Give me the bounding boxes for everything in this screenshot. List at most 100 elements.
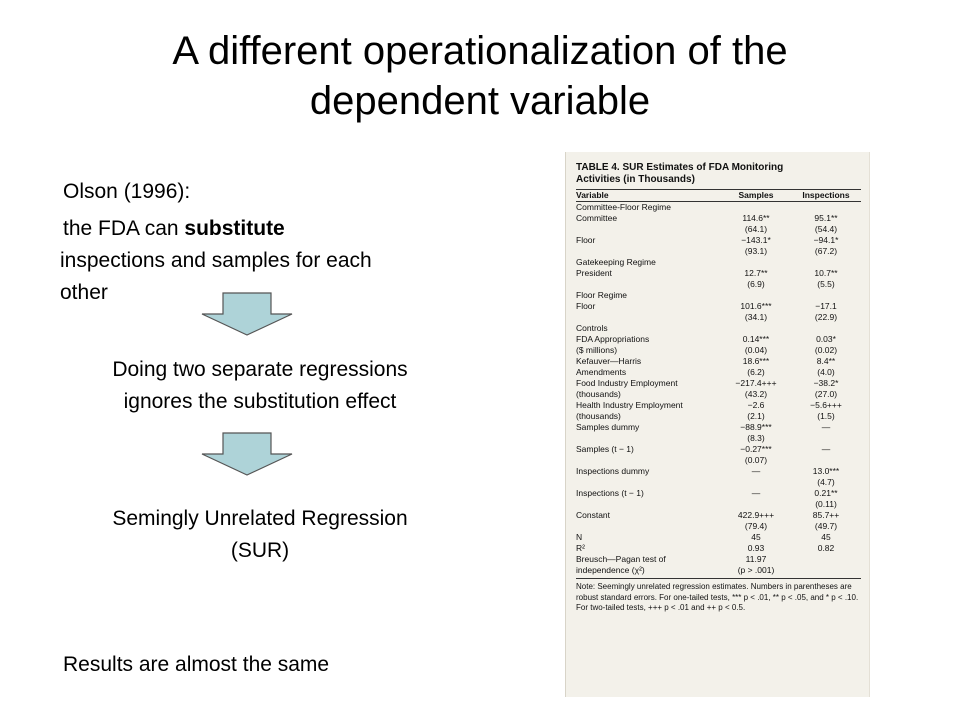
samples-cell [721,290,791,301]
inspections-cell [791,455,861,466]
samples-cell: (93.1) [744,246,768,256]
samples-cell: 45 [751,532,761,542]
inspections-cell: −38.2* [813,378,839,388]
samples-cell: (p > .001) [737,565,775,575]
table-row: FDA Appropriations 0.14*** 0.03* [576,334,861,345]
row-label [576,224,721,235]
row-label: Committee [576,213,618,223]
row-label: Samples (t − 1) [576,444,634,454]
table-row: Floor 101.6*** −17.1 [576,301,861,312]
samples-cell [721,499,791,510]
table-row: Committee 114.6** 95.1** [576,213,861,224]
inspections-cell: (49.7) [814,521,838,531]
table-row: Constant 422.9+++ 85.7++ [576,510,861,521]
inspections-cell: (27.0) [814,389,838,399]
row-label [576,246,721,257]
inspections-cell [791,433,861,444]
inspections-cell [791,202,861,213]
samples-cell: — [751,466,761,476]
inspections-cell [791,565,861,576]
table-row: (thousands) (2.1) (1.5) [576,411,861,422]
samples-cell: (0.07) [744,455,768,465]
inspections-cell: (4.0) [817,367,835,377]
inspections-cell: (0.11) [815,499,837,509]
title-line-2: dependent variable [309,79,651,123]
inspections-cell [791,323,861,334]
table-row: N 45 45 [576,532,861,543]
table-row: Kefauver—Harris 18.6*** 8.4** [576,356,861,367]
samples-cell: — [751,488,761,498]
inspections-cell: (0.02) [814,345,838,355]
row-label: Amendments [576,367,627,377]
row-label: Kefauver—Harris [576,356,642,366]
table-row: Committee-Floor Regime [576,202,861,213]
substitute-bold: substitute [184,217,285,240]
table-row: Samples dummy −88.9*** — [576,422,861,433]
table-row: Amendments (6.2) (4.0) [576,367,861,378]
row-label: Health Industry Employment [576,400,683,410]
inspections-cell: 0.82 [817,543,835,553]
row-label [576,499,721,510]
samples-cell: (2.1) [747,411,765,421]
inspections-cell: (4.7) [817,477,835,487]
row-label: Floor Regime [576,290,628,300]
table-row: Breusch—Pagan test of 11.97 [576,554,861,565]
row-label: independence (χ²) [576,565,645,575]
substitute-prefix: the FDA can [63,217,185,240]
samples-cell: 0.14*** [742,334,770,344]
table-note: Note: Seemingly unrelated regression est… [576,582,859,612]
table-row: Food Industry Employment −217.4+++ −38.2* [576,378,861,389]
header-variable: Variable [576,190,609,200]
inspections-cell: 8.4** [816,356,836,366]
samples-cell: (6.2) [747,367,765,377]
samples-cell [721,323,791,334]
table-row: (0.11) [576,499,861,510]
row-label: Inspections dummy [576,466,650,476]
samples-cell: (79.4) [744,521,768,531]
inspections-cell: 0.03* [816,334,836,344]
inspections-cell [791,554,861,565]
table-row: Floor Regime [576,290,861,301]
samples-cell: 12.7** [744,268,768,278]
table-row: Floor −143.1* −94.1* [576,235,861,246]
inspections-cell: −94.1* [813,235,839,245]
table-title: TABLE 4. SUR Estimates of FDA Monitoring… [576,162,861,189]
samples-cell [721,477,791,488]
samples-cell: 18.6*** [742,356,770,366]
header-samples: Samples [738,190,774,200]
samples-cell [721,202,791,213]
scanned-table-image: TABLE 4. SUR Estimates of FDA Monitoring… [565,152,870,697]
samples-cell: 114.6** [742,213,770,223]
inspections-cell [791,257,861,268]
table-row: ($ millions) (0.04) (0.02) [576,345,861,356]
row-label [576,477,721,488]
inspections-cell: −5.6+++ [810,400,842,410]
samples-cell: −143.1* [741,235,771,245]
table-row: (64.1) (54.4) [576,224,861,235]
table-row: (thousands) (43.2) (27.0) [576,389,861,400]
samples-cell: 101.6*** [740,301,772,311]
row-label: Food Industry Employment [576,378,678,388]
inspections-cell: −17.1 [815,301,837,311]
inspections-cell: 10.7** [814,268,838,278]
samples-cell: (64.1) [744,224,768,234]
table-title-line-1: TABLE 4. SUR Estimates of FDA Monitoring [576,162,784,173]
samples-cell: (34.1) [744,312,768,322]
row-label: Breusch—Pagan test of [576,554,666,564]
samples-cell: (6.9) [747,279,765,289]
row-label: Inspections (t − 1) [576,488,644,498]
step3-line-1: Semingly Unrelated Regression [112,507,408,530]
row-label [576,455,721,466]
table-row: (6.9) (5.5) [576,279,861,290]
inspections-cell: (1.5) [817,411,835,421]
row-label: Constant [576,510,611,520]
samples-cell: (8.3) [747,433,765,443]
slide-title: A different operationalization of the de… [40,26,920,126]
row-label: (thousands) [576,389,621,399]
table-row: (93.1) (67.2) [576,246,861,257]
table-row: Gatekeeping Regime [576,257,861,268]
step3-line-2: (SUR) [230,539,290,562]
table-row: (8.3) [576,433,861,444]
samples-cell [721,257,791,268]
inspections-cell: (67.2) [814,246,838,256]
